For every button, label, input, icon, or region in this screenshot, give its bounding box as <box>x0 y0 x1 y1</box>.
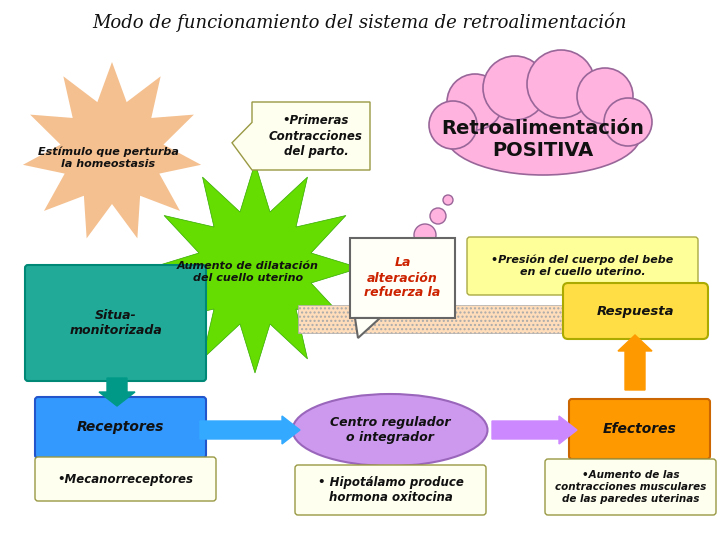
Circle shape <box>527 50 595 118</box>
Text: Efectores: Efectores <box>603 422 676 436</box>
Text: • Hipotálamo produce
hormona oxitocina: • Hipotálamo produce hormona oxitocina <box>318 476 464 504</box>
Circle shape <box>604 98 652 146</box>
Circle shape <box>429 101 477 149</box>
FancyBboxPatch shape <box>295 465 486 515</box>
FancyBboxPatch shape <box>569 399 710 459</box>
Polygon shape <box>232 102 370 170</box>
Text: •Aumento de las
contracciones musculares
de las paredes uterinas: •Aumento de las contracciones musculares… <box>555 470 706 504</box>
FancyArrow shape <box>492 416 577 444</box>
FancyArrow shape <box>200 416 300 444</box>
Text: Centro regulador
o integrador: Centro regulador o integrador <box>330 416 450 444</box>
Text: Respuesta: Respuesta <box>597 305 675 318</box>
Circle shape <box>577 68 633 124</box>
Polygon shape <box>150 163 360 373</box>
Polygon shape <box>355 318 380 338</box>
Bar <box>298 305 568 333</box>
Text: •Mecanorreceptores: •Mecanorreceptores <box>58 472 194 485</box>
Ellipse shape <box>292 394 487 466</box>
Polygon shape <box>23 62 201 238</box>
Text: Modo de funcionamiento del sistema de retroalimentación: Modo de funcionamiento del sistema de re… <box>93 12 627 32</box>
FancyBboxPatch shape <box>563 283 708 339</box>
FancyBboxPatch shape <box>35 457 216 501</box>
FancyBboxPatch shape <box>350 238 455 318</box>
Circle shape <box>483 56 547 120</box>
FancyArrow shape <box>618 335 652 390</box>
Text: Estímulo que perturba
la homeostasis: Estímulo que perturba la homeostasis <box>37 147 179 169</box>
Circle shape <box>443 195 453 205</box>
Text: POSITIVA: POSITIVA <box>492 140 593 159</box>
FancyBboxPatch shape <box>35 397 206 458</box>
FancyArrow shape <box>99 378 135 406</box>
Circle shape <box>447 74 503 130</box>
Circle shape <box>414 224 436 246</box>
Text: Receptores: Receptores <box>77 421 164 435</box>
Text: •Primeras
Contracciones
del parto.: •Primeras Contracciones del parto. <box>269 114 363 158</box>
Text: •Presión del cuerpo del bebe
en el cuello uterino.: •Presión del cuerpo del bebe en el cuell… <box>491 255 674 277</box>
Text: Situa-
monitorizada: Situa- monitorizada <box>69 309 162 337</box>
Text: Retroalimentación: Retroalimentación <box>441 118 644 138</box>
Ellipse shape <box>446 95 641 175</box>
FancyBboxPatch shape <box>545 459 716 515</box>
FancyBboxPatch shape <box>25 265 206 381</box>
Circle shape <box>430 208 446 224</box>
FancyBboxPatch shape <box>467 237 698 295</box>
Text: Aumento de dilatación
del cuello uterino: Aumento de dilatación del cuello uterino <box>177 261 319 283</box>
Text: La
alteración
refuerza la: La alteración refuerza la <box>364 256 441 300</box>
